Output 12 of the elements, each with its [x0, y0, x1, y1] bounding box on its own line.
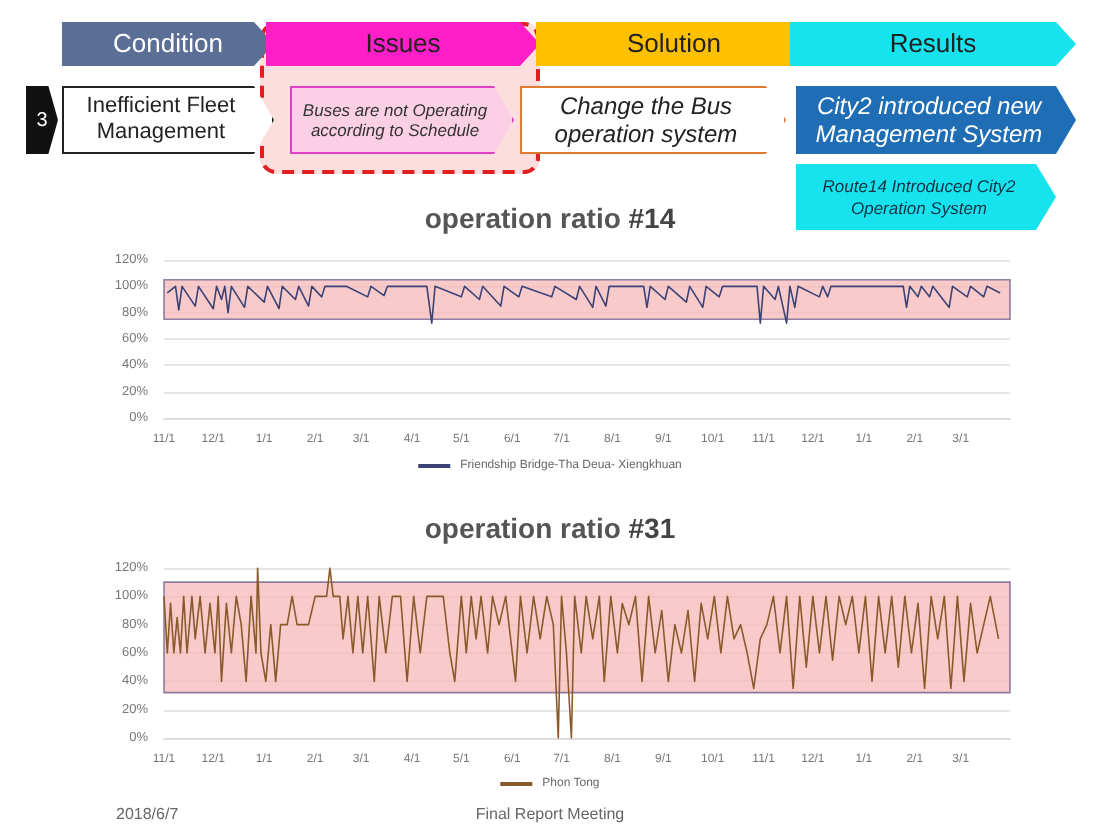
line-series [163, 567, 1000, 739]
text: Buses are not Operating according to Schedule [302, 99, 488, 141]
text: 3 [26, 86, 58, 154]
text: Change the Bus operation system [552, 92, 740, 148]
line-series [166, 285, 1001, 324]
text: 2018/6/7 [116, 805, 180, 823]
text: Route14 Introduced City2 Operation System [820, 176, 1018, 218]
text: City2 introduced new Management System [813, 92, 1045, 148]
text: Final Report Meeting [475, 805, 625, 823]
chart-title: operation ratio #14 [424, 202, 676, 234]
text: Inefficient Fleet Management [84, 94, 238, 146]
chart-title: operation ratio #31 [424, 512, 676, 544]
